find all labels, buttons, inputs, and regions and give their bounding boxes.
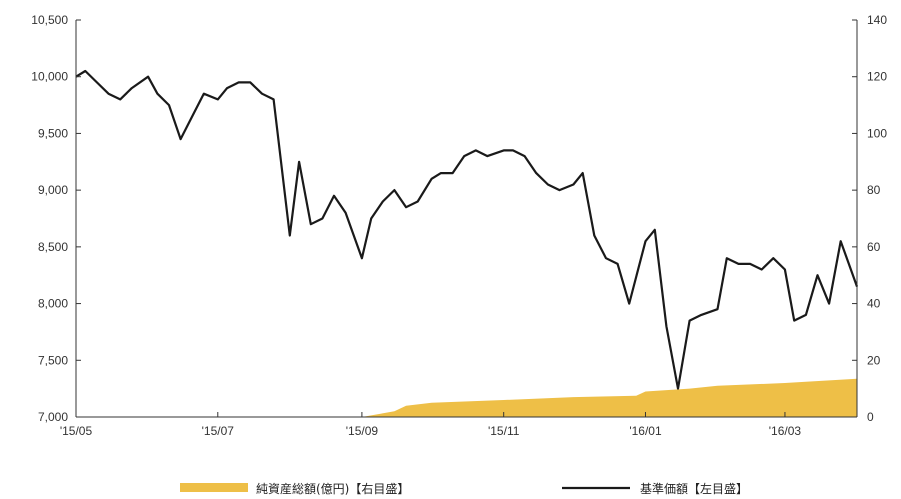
left-tick-label: 9,000 — [38, 183, 68, 197]
net-assets-area — [76, 378, 857, 417]
x-tick-label: '16/03 — [769, 424, 802, 438]
x-tick-label: '15/07 — [202, 424, 235, 438]
left-tick-label: 8,000 — [38, 297, 68, 311]
legend-line-label: 基準価額【左目盛】 — [640, 481, 748, 496]
left-tick-label: 10,500 — [31, 13, 68, 27]
right-tick-label: 40 — [867, 297, 881, 311]
legend: 純資産総額(億円)【右目盛】 基準価額【左目盛】 — [180, 481, 748, 496]
left-tick-label: 8,500 — [38, 240, 68, 254]
left-tick-label: 10,000 — [31, 70, 68, 84]
right-tick-label: 0 — [867, 410, 874, 424]
axes — [75, 19, 858, 418]
tick-labels: 7,000 7,500 8,000 8,500 9,000 9,500 10,000 10,5… — [31, 13, 887, 438]
right-tick-label: 80 — [867, 183, 881, 197]
right-tick-label: 140 — [867, 13, 887, 27]
right-tick-label: 20 — [867, 353, 881, 367]
right-tick-label: 100 — [867, 126, 887, 140]
x-tick-label: '15/11 — [488, 424, 520, 438]
x-tick-label: '16/01 — [629, 424, 662, 438]
nav-line — [75, 69, 859, 390]
nav-line-layer — [75, 69, 859, 390]
net-assets-area-layer — [76, 378, 857, 417]
x-tick-label: '15/05 — [60, 424, 93, 438]
legend-area-swatch — [180, 483, 248, 492]
right-tick-label: 120 — [867, 70, 887, 84]
left-tick-label: 7,000 — [38, 410, 68, 424]
x-tick-label: '15/09 — [346, 424, 379, 438]
left-tick-label: 7,500 — [38, 353, 68, 367]
right-tick-label: 60 — [867, 240, 881, 254]
left-tick-label: 9,500 — [38, 126, 68, 140]
legend-area-label: 純資産総額(億円)【右目盛】 — [256, 481, 409, 496]
